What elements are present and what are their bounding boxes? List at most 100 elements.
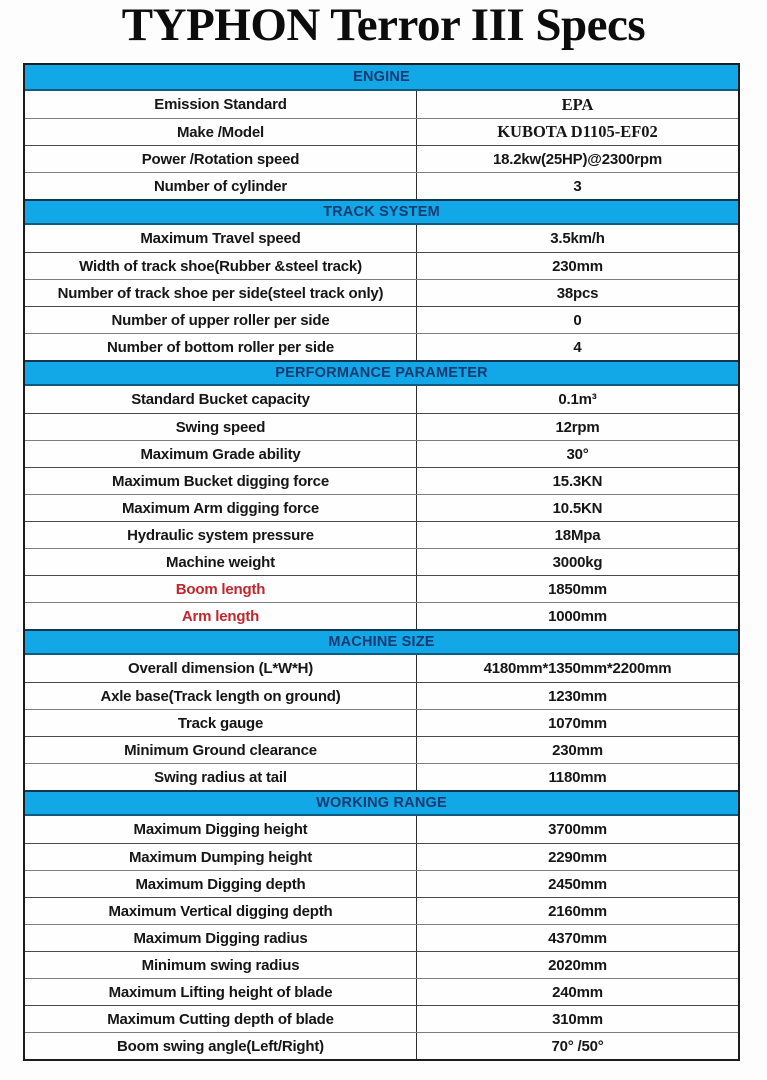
spec-label: Hydraulic system pressure <box>25 522 417 548</box>
spec-label: Maximum Bucket digging force <box>25 468 417 494</box>
section-header-engine: ENGINE <box>25 65 738 91</box>
table-row: Standard Bucket capacity 0.1m³ <box>25 386 738 413</box>
table-row: Maximum Bucket digging force 15.3KN <box>25 467 738 494</box>
spec-label: Maximum Dumping height <box>25 844 417 870</box>
table-row: Minimum swing radius 2020mm <box>25 951 738 978</box>
table-row: Minimum Ground clearance 230mm <box>25 736 738 763</box>
spec-value: 1230mm <box>548 687 607 705</box>
spec-value: 1070mm <box>548 714 607 732</box>
spec-label: Boom length <box>25 576 417 602</box>
spec-value: 4370mm <box>548 929 607 947</box>
table-row: Number of bottom roller per side 4 <box>25 333 738 360</box>
table-row: Boom length 1850mm <box>25 575 738 602</box>
spec-label: Swing speed <box>25 414 417 440</box>
table-row: Boom swing angle(Left/Right) 70° /50° <box>25 1032 738 1059</box>
table-row: Machine weight 3000kg <box>25 548 738 575</box>
table-row: Maximum Travel speed 3.5km/h <box>25 225 738 252</box>
spec-label: Number of upper roller per side <box>25 307 417 333</box>
spec-label: Maximum Digging depth <box>25 871 417 897</box>
table-row: Maximum Cutting depth of blade 310mm <box>25 1005 738 1032</box>
table-row: Number of upper roller per side 0 <box>25 306 738 333</box>
table-row: Arm length 1000mm <box>25 602 738 629</box>
table-row: Maximum Dumping height 2290mm <box>25 843 738 870</box>
spec-value: 2020mm <box>548 956 607 974</box>
spec-value: 1000mm <box>548 607 607 625</box>
spec-value: 30° <box>566 445 589 463</box>
section-header-performance-parameter: PERFORMANCE PARAMETER <box>25 360 738 386</box>
spec-value: 12rpm <box>555 418 600 436</box>
spec-label: Make /Model <box>25 119 417 145</box>
spec-value: 18Mpa <box>554 526 601 544</box>
spec-label: Width of track shoe(Rubber &steel track) <box>25 253 417 279</box>
table-row: Axle base(Track length on ground) 1230mm <box>25 682 738 709</box>
spec-label: Number of track shoe per side(steel trac… <box>25 280 417 306</box>
table-row: Power /Rotation speed 18.2kw(25HP)@2300rp… <box>25 145 738 172</box>
table-row: Maximum Grade ability 30° <box>25 440 738 467</box>
spec-value: 230mm <box>552 257 603 275</box>
spec-value: 1180mm <box>548 768 607 786</box>
spec-value: 2290mm <box>548 848 607 866</box>
spec-value: 240mm <box>552 983 603 1001</box>
spec-table: ENGINE Emission Standard EPA Make /Model KUB… <box>23 63 740 1061</box>
spec-label: Minimum swing radius <box>25 952 417 978</box>
table-row: Hydraulic system pressure 18Mpa <box>25 521 738 548</box>
section-header-working-range: WORKING RANGE <box>25 790 738 816</box>
spec-label: Maximum Digging radius <box>25 925 417 951</box>
spec-value: 0 <box>573 311 582 329</box>
spec-value: 10.5KN <box>552 499 603 517</box>
spec-label: Axle base(Track length on ground) <box>25 683 417 709</box>
spec-label: Maximum Lifting height of blade <box>25 979 417 1005</box>
spec-value: 2450mm <box>548 875 607 893</box>
spec-label: Maximum Cutting depth of blade <box>25 1006 417 1032</box>
table-row: Make /Model KUBOTA D1105-EF02 <box>25 118 738 145</box>
table-row: Number of track shoe per side(steel trac… <box>25 279 738 306</box>
page-title: TYPHON Terror III Specs <box>121 0 646 51</box>
spec-value: 4180mm*1350mm*2200mm <box>483 660 672 677</box>
section-header-machine-size: MACHINE SIZE <box>25 629 738 655</box>
table-row: Maximum Arm digging force 10.5KN <box>25 494 738 521</box>
table-row: Maximum Digging height 3700mm <box>25 816 738 843</box>
table-row: Number of cylinder 3 <box>25 172 738 199</box>
spec-label: Minimum Ground clearance <box>25 737 417 763</box>
spec-value: 310mm <box>552 1010 603 1028</box>
spec-label: Maximum Arm digging force <box>25 495 417 521</box>
table-row: Track gauge 1070mm <box>25 709 738 736</box>
spec-value: KUBOTA D1105-EF02 <box>497 122 658 141</box>
spec-label: Maximum Travel speed <box>25 225 417 252</box>
spec-label: Maximum Grade ability <box>25 441 417 467</box>
spec-label: Maximum Digging height <box>25 816 417 843</box>
table-row: Maximum Vertical digging depth 2160mm <box>25 897 738 924</box>
spec-label: Track gauge <box>25 710 417 736</box>
spec-value: 3700mm <box>548 821 607 838</box>
spec-value: 4 <box>573 338 582 356</box>
spec-label: Arm length <box>25 603 417 629</box>
spec-label: Overall dimension (L*W*H) <box>25 655 417 682</box>
spec-value: 2160mm <box>548 902 607 920</box>
spec-label: Standard Bucket capacity <box>25 386 417 413</box>
table-row: Maximum Digging depth 2450mm <box>25 870 738 897</box>
table-row: Swing speed 12rpm <box>25 413 738 440</box>
spec-value: 15.3KN <box>552 472 603 490</box>
spec-value: EPA <box>561 94 594 114</box>
spec-value: 18.2kw(25HP)@2300rpm <box>492 150 663 168</box>
table-row: Maximum Lifting height of blade 240mm <box>25 978 738 1005</box>
table-row: Overall dimension (L*W*H) 4180mm*1350mm*2… <box>25 655 738 682</box>
spec-value: 0.1m³ <box>558 391 597 408</box>
spec-label: Number of bottom roller per side <box>25 334 417 360</box>
spec-label: Maximum Vertical digging depth <box>25 898 417 924</box>
spec-value: 3 <box>573 177 582 195</box>
spec-value: 3000kg <box>552 553 603 571</box>
spec-value: 1850mm <box>548 580 607 598</box>
section-header-track-system: TRACK SYSTEM <box>25 199 738 225</box>
spec-value: 38pcs <box>556 284 599 302</box>
table-row: Emission Standard EPA <box>25 91 738 118</box>
table-row: Width of track shoe(Rubber &steel track)… <box>25 252 738 279</box>
table-row: Swing radius at tail 1180mm <box>25 763 738 790</box>
spec-value: 3.5km/h <box>550 230 605 247</box>
spec-value: 230mm <box>552 741 603 759</box>
spec-label: Number of cylinder <box>25 173 417 199</box>
spec-label: Boom swing angle(Left/Right) <box>25 1033 417 1059</box>
spec-label: Power /Rotation speed <box>25 146 417 172</box>
spec-label: Swing radius at tail <box>25 764 417 790</box>
